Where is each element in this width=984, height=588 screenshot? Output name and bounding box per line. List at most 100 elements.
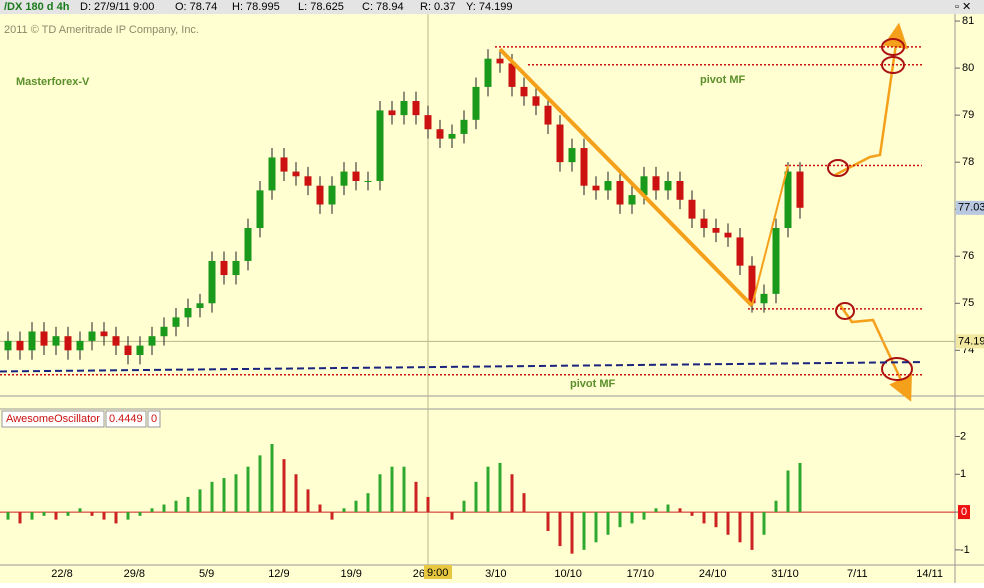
y-tick-label: 2	[960, 430, 966, 442]
candle-body	[388, 110, 396, 116]
oscillator-bar	[726, 512, 730, 535]
x-tick-label: 22/8	[51, 568, 72, 580]
cursor: Y: 74.199	[466, 1, 513, 13]
price-tag	[956, 334, 984, 349]
symbol: /DX 180 d 4h	[4, 1, 70, 13]
oscillator-bar	[186, 496, 190, 513]
candle-body	[532, 96, 540, 106]
oscillator-bar	[462, 500, 466, 513]
oscillator-bar	[654, 508, 658, 513]
label-box	[105, 410, 147, 428]
x-tick-label: 31/10	[771, 568, 799, 580]
date: D: 27/9/11 9:00	[80, 1, 154, 13]
candle-body	[40, 331, 48, 346]
trend-line	[751, 165, 789, 306]
oscillator-bar	[270, 444, 274, 513]
oscillator-bar	[42, 512, 46, 516]
candle-body	[448, 133, 456, 139]
x-tick-label: 17/10	[627, 568, 655, 580]
candle-body	[436, 129, 444, 139]
high: H: 78.995	[232, 1, 280, 13]
candle-body	[220, 260, 228, 276]
oscillator-bar	[366, 493, 370, 513]
oscillator-bar	[6, 512, 10, 520]
oscillator-bar	[738, 512, 742, 543]
candle-body	[16, 340, 24, 351]
oscillator-bar	[762, 512, 766, 535]
x-tick-label: 7/11	[847, 568, 868, 580]
candle-body	[796, 171, 804, 208]
candle-body	[472, 86, 480, 120]
oscillator-bar	[294, 474, 298, 513]
oscillator-bar	[78, 508, 82, 513]
candle-body	[652, 176, 660, 191]
arrow-up	[834, 22, 908, 177]
oscillator-bar	[474, 481, 478, 513]
header-bar	[0, 0, 984, 14]
candle-body	[4, 340, 12, 351]
oscillator-bar	[66, 512, 70, 516]
x-tick-label: 10/10	[554, 568, 582, 580]
candle-body	[760, 293, 768, 304]
candle-body	[28, 331, 36, 351]
y-tick-label: 0	[961, 506, 967, 518]
candle-body	[268, 157, 276, 191]
price-tag-label: 74.19	[958, 335, 984, 347]
oscillator-bar	[534, 512, 538, 513]
price-tag	[956, 200, 984, 215]
candle-body	[628, 195, 636, 205]
candle-body	[748, 265, 756, 304]
y-tick-label: 81	[962, 15, 974, 27]
candle-body	[208, 260, 216, 304]
oscillator-bar	[198, 489, 202, 513]
oscillator-bar	[318, 504, 322, 513]
candle-body	[592, 185, 600, 191]
candle-body	[184, 307, 192, 318]
candle-body	[616, 180, 624, 205]
oscillator-bar	[618, 512, 622, 528]
candle-body	[232, 260, 240, 276]
oscillator-bar	[54, 512, 58, 520]
candle-body	[244, 228, 252, 261]
candle-body	[76, 340, 84, 351]
range: R: 0.37	[420, 1, 455, 13]
circle-mark	[881, 357, 913, 381]
oscillator-bar	[402, 466, 406, 513]
oscillator-bar	[354, 500, 358, 513]
oscillator-bar	[246, 466, 250, 513]
hand-drawings	[827, 22, 913, 402]
oscillator-bar	[582, 512, 586, 550]
candle-body	[676, 180, 684, 200]
candle-body	[364, 180, 372, 182]
oscillator-bar	[702, 512, 706, 524]
oscillator-bar	[306, 489, 310, 513]
oscillator-bar	[798, 462, 802, 513]
candle-body	[784, 171, 792, 229]
candle-body	[460, 119, 468, 134]
oscillator-value: 0.4449	[109, 413, 143, 425]
oscillator-bar	[786, 470, 790, 513]
oscillator-bar	[450, 512, 454, 520]
oscillator-bar	[378, 474, 382, 513]
circle-mark	[835, 302, 855, 320]
candle-body	[376, 110, 384, 181]
candle-body	[580, 148, 588, 186]
oscillator-bar	[162, 504, 166, 513]
oscillator-bar	[102, 512, 106, 520]
candle-body	[328, 185, 336, 205]
y-tick-label: -1	[960, 544, 970, 556]
candle-body	[640, 176, 648, 196]
oscillator-title: AwesomeOscillator	[6, 413, 100, 425]
candle-body	[256, 190, 264, 229]
y-tick-label: 76	[962, 250, 974, 262]
oscillator-bar	[642, 512, 646, 520]
x-tick-label: 19/9	[340, 568, 361, 580]
oscillator-bar	[126, 512, 130, 520]
oscillator-bar	[438, 512, 442, 513]
candle-body	[736, 237, 744, 266]
oscillator-bar	[18, 512, 22, 524]
window-buttons[interactable]: ▫ ✕	[955, 1, 971, 13]
x-tick-label: 12/9	[268, 568, 289, 580]
candle-body	[724, 232, 732, 238]
